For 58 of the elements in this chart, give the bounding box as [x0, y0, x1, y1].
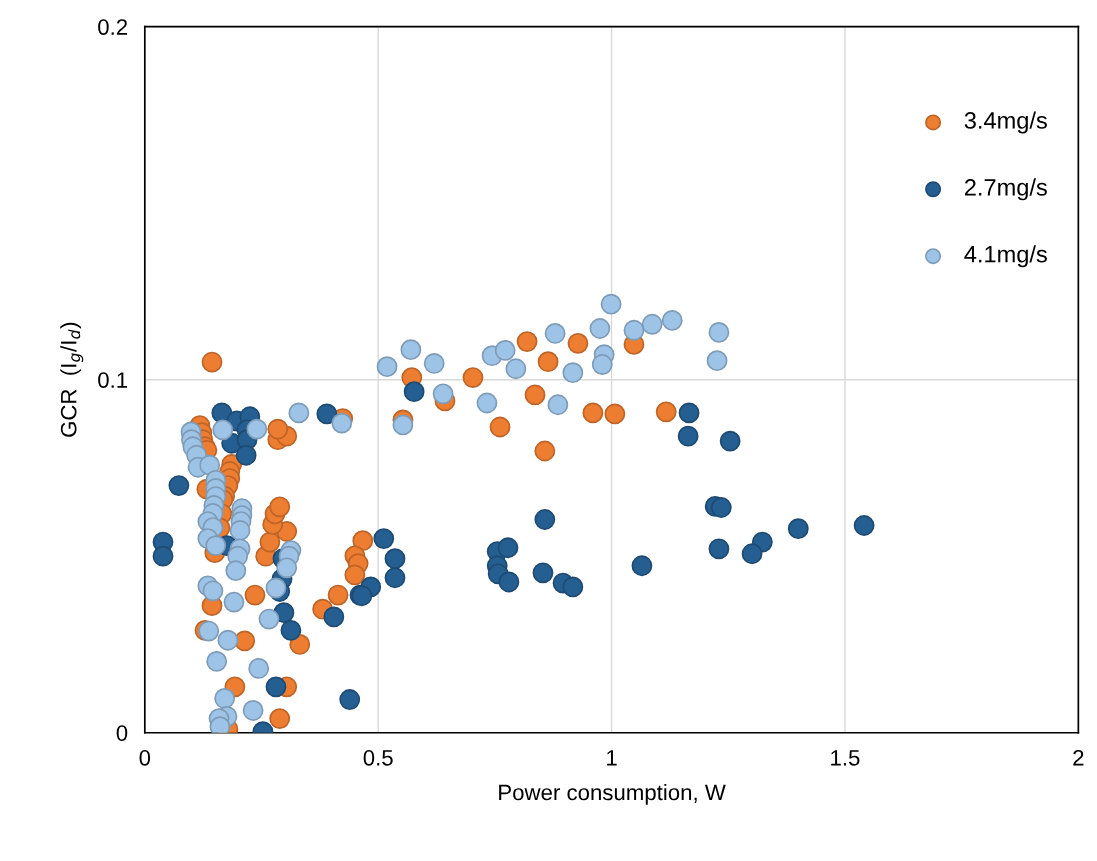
point: [787, 518, 809, 540]
point: [323, 606, 345, 628]
point: [567, 332, 589, 354]
point: [498, 571, 520, 593]
point: [152, 545, 174, 567]
point: [244, 584, 266, 606]
point: [462, 367, 484, 388]
legend-label: 4.1mg/s: [964, 245, 1047, 268]
y-tick-label: 0.1: [98, 372, 128, 388]
point: [562, 576, 584, 598]
point: [516, 331, 538, 352]
point: [269, 708, 291, 729]
x-tick-label: 1: [607, 750, 617, 766]
x-tick-label: 0.5: [363, 749, 393, 766]
point: [339, 689, 361, 710]
point: [267, 418, 289, 440]
point: [741, 543, 763, 565]
legend-label: 3.4mg/s: [964, 111, 1047, 134]
point: [537, 351, 559, 373]
point: [235, 444, 257, 466]
y-tick-label: 0: [116, 725, 128, 741]
point: [534, 440, 556, 462]
point: [269, 496, 291, 518]
point: [265, 676, 287, 698]
point: [373, 528, 395, 549]
point: [259, 531, 281, 553]
point: [403, 381, 425, 403]
point: [710, 497, 732, 518]
point: [655, 401, 677, 423]
point: [534, 509, 556, 530]
y-tick-label: 0.2: [98, 19, 128, 35]
x-tick-label: 0: [139, 749, 151, 766]
point: [678, 402, 700, 424]
x-tick-label: 1.5: [831, 750, 860, 766]
point: [280, 619, 302, 641]
legend-label: 2.7mg/s: [964, 178, 1047, 201]
point: [384, 548, 406, 570]
x-tick-label: 2: [1073, 749, 1084, 766]
point: [344, 564, 366, 586]
point: [631, 555, 653, 577]
point: [524, 384, 546, 406]
point: [708, 538, 730, 560]
point: [604, 403, 626, 425]
point: [384, 567, 406, 589]
point: [316, 403, 338, 425]
point: [489, 416, 511, 438]
point: [168, 475, 190, 497]
point: [719, 430, 741, 452]
point: [327, 584, 349, 606]
point: [582, 402, 604, 424]
y-axis-title: GCR (I$_{g}$/I$_{d}$): [60, 322, 84, 437]
point: [677, 425, 699, 447]
point: [853, 515, 875, 536]
x-axis-title: Power consumption, W: [499, 783, 726, 805]
point: [532, 562, 554, 584]
point: [497, 537, 519, 559]
point: [352, 530, 374, 552]
point: [201, 351, 223, 373]
